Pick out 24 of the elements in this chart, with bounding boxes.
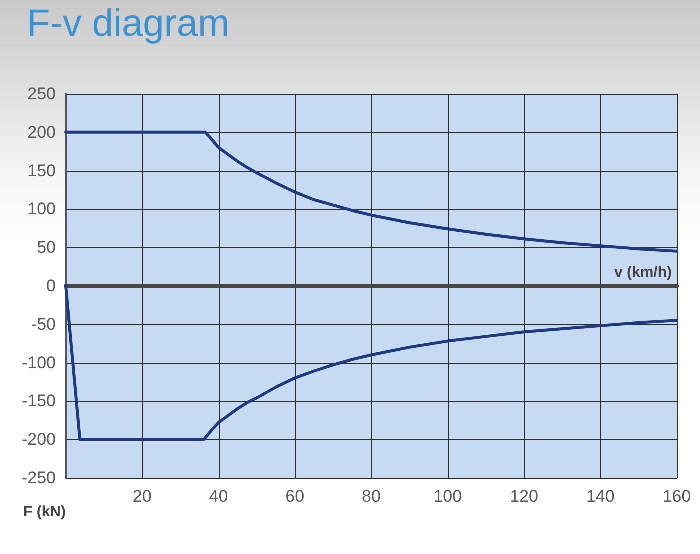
y-tick-label: 50: [37, 238, 56, 258]
y-tick-label: 100: [28, 200, 56, 219]
x-axis-title: v (km/h): [614, 264, 672, 281]
x-tick-label: 60: [286, 487, 305, 506]
x-tick-label: 80: [362, 487, 381, 506]
x-tick-label: 20: [132, 487, 152, 506]
x-tick-label: 140: [586, 487, 615, 506]
x-tick-label: 120: [510, 487, 538, 506]
y-tick-label: 0: [46, 276, 56, 296]
y-tick-label: 250: [28, 84, 56, 104]
y-axis-title: F (kN): [24, 504, 66, 520]
y-tick-label: 200: [28, 122, 56, 142]
y-tick-label: -250: [22, 468, 56, 488]
x-tick-label: 100: [434, 487, 462, 506]
y-tick-label: -150: [22, 392, 56, 411]
y-tick-label: -50: [31, 314, 56, 334]
y-tick-label: 150: [28, 161, 56, 180]
y-tick-label: -200: [22, 430, 56, 450]
chart-title: F-v diagram: [27, 3, 230, 45]
x-tick-label: 40: [209, 487, 228, 506]
line-series: [64, 284, 678, 442]
line-series: [64, 130, 678, 253]
y-tick-label: -100: [22, 353, 56, 372]
x-tick-label: 160: [662, 487, 692, 506]
